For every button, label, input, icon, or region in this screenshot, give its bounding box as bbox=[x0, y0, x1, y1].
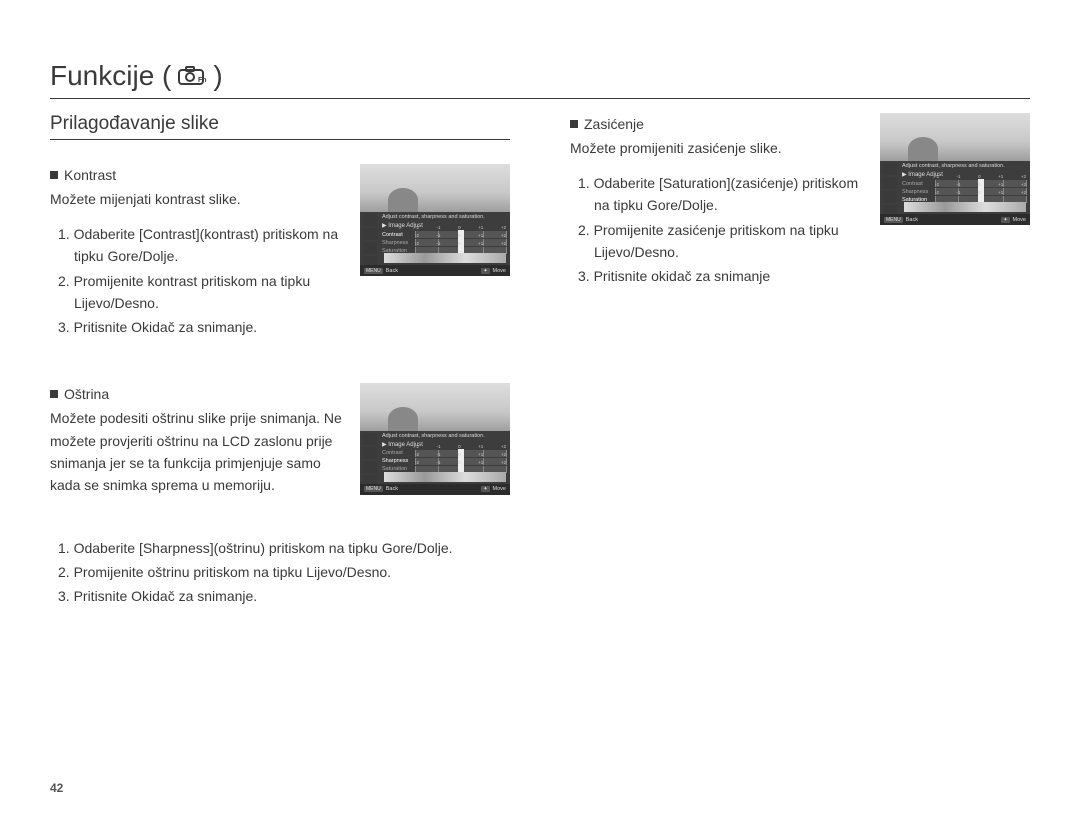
step: 2. Promijenite kontrast pritiskom na tip… bbox=[58, 270, 344, 315]
step: 3. Pritisnite Okidač za snimanje. bbox=[58, 316, 344, 338]
block-kontrast: Kontrast Možete mijenjati kontrast slike… bbox=[50, 164, 510, 341]
step: 2. Promijenite oštrinu pritiskom na tipk… bbox=[58, 561, 510, 583]
steps-zasicenje: 1. Odaberite [Saturation](zasićenje) pri… bbox=[570, 172, 864, 288]
section-subtitle: Prilagođavanje slike bbox=[50, 113, 510, 140]
left-column: Prilagođavanje slike Kontrast Možete mij… bbox=[50, 113, 510, 650]
right-column: Zasićenje Možete promijeniti zasićenje s… bbox=[570, 113, 1030, 650]
content-columns: Prilagođavanje slike Kontrast Možete mij… bbox=[50, 113, 1030, 650]
step: 1. Odaberite [Contrast](kontrast) pritis… bbox=[58, 223, 344, 268]
steps-kontrast: 1. Odaberite [Contrast](kontrast) pritis… bbox=[50, 223, 344, 339]
camera-fn-icon: Fn bbox=[177, 65, 207, 87]
title-text-close: ) bbox=[213, 60, 222, 92]
step: 3. Pritisnite okidač za snimanje bbox=[578, 265, 864, 287]
step: 1. Odaberite [Sharpness](oštrinu) pritis… bbox=[58, 537, 510, 559]
page-number: 42 bbox=[50, 781, 63, 795]
block-zasicenje: Zasićenje Možete promijeniti zasićenje s… bbox=[570, 113, 1030, 290]
lcd-preview-ostrina: Adjust contrast, sharpness and saturatio… bbox=[360, 383, 510, 495]
step: 2. Promijenite zasićenje pritiskom na ti… bbox=[578, 219, 864, 264]
lcd-preview-zasicenje: Adjust contrast, sharpness and saturatio… bbox=[880, 113, 1030, 225]
step: 3. Pritisnite Okidač za snimanje. bbox=[58, 585, 510, 607]
heading-zasicenje: Zasićenje bbox=[570, 113, 864, 135]
heading-ostrina: Oštrina bbox=[50, 383, 344, 405]
desc-kontrast: Možete mijenjati kontrast slike. bbox=[50, 188, 344, 210]
heading-kontrast: Kontrast bbox=[50, 164, 344, 186]
step: 1. Odaberite [Saturation](zasićenje) pri… bbox=[578, 172, 864, 217]
title-text-open: Funkcije ( bbox=[50, 60, 171, 92]
block-ostrina: Oštrina Možete podesiti oštrinu slike pr… bbox=[50, 383, 510, 608]
steps-ostrina: 1. Odaberite [Sharpness](oštrinu) pritis… bbox=[50, 537, 510, 608]
lcd-preview-kontrast: Adjust contrast, sharpness and saturatio… bbox=[360, 164, 510, 276]
page-title: Funkcije ( Fn ) bbox=[50, 60, 1030, 99]
svg-text:Fn: Fn bbox=[198, 77, 207, 84]
desc-ostrina: Možete podesiti oštrinu slike prije snim… bbox=[50, 407, 344, 497]
desc-zasicenje: Možete promijeniti zasićenje slike. bbox=[570, 137, 864, 159]
